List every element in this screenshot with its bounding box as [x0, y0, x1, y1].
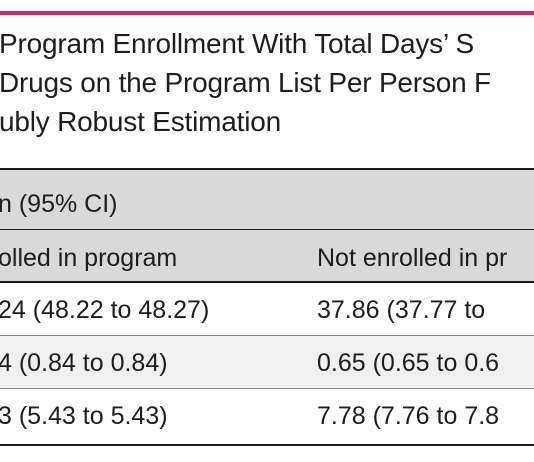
column-header-enrolled: olled in program	[0, 244, 178, 272]
accent-rule	[0, 11, 534, 15]
table-cell-not-enrolled: 0.65 (0.65 to 0.6	[317, 349, 500, 377]
row-divider	[0, 388, 534, 389]
table-row: 3 (5.43 to 5.43) 7.78 (7.76 to 7.8	[0, 389, 534, 444]
table-row: 24 (48.22 to 48.27) 37.86 (37.77 to	[0, 283, 534, 336]
table-title-line: Drugs on the Program List Per Person F	[0, 67, 491, 98]
table-header-rule	[0, 281, 534, 283]
row-divider	[0, 335, 534, 336]
group-header: n (95% CI)	[0, 190, 118, 218]
table-header-band	[0, 170, 534, 281]
table-cell-not-enrolled: 7.78 (7.76 to 7.8	[317, 402, 500, 430]
table-row: 4 (0.84 to 0.84) 0.65 (0.65 to 0.6	[0, 336, 534, 389]
table-cell-not-enrolled: 37.86 (37.77 to	[317, 296, 486, 324]
table-cell-enrolled: 3 (5.43 to 5.43)	[0, 402, 168, 430]
table-title: Program Enrollment With Total Days’ S Dr…	[0, 24, 534, 141]
table-cell-enrolled: 4 (0.84 to 0.84)	[0, 349, 168, 377]
table-title-line: Program Enrollment With Total Days’ S	[0, 28, 474, 59]
column-header-not-enrolled: Not enrolled in pr	[317, 244, 508, 272]
table-top-rule	[0, 168, 534, 170]
table-cell-enrolled: 24 (48.22 to 48.27)	[0, 296, 210, 324]
group-header-underline	[0, 229, 534, 230]
table-bottom-rule	[0, 444, 534, 446]
table-title-line: ubly Robust Estimation	[0, 106, 281, 137]
